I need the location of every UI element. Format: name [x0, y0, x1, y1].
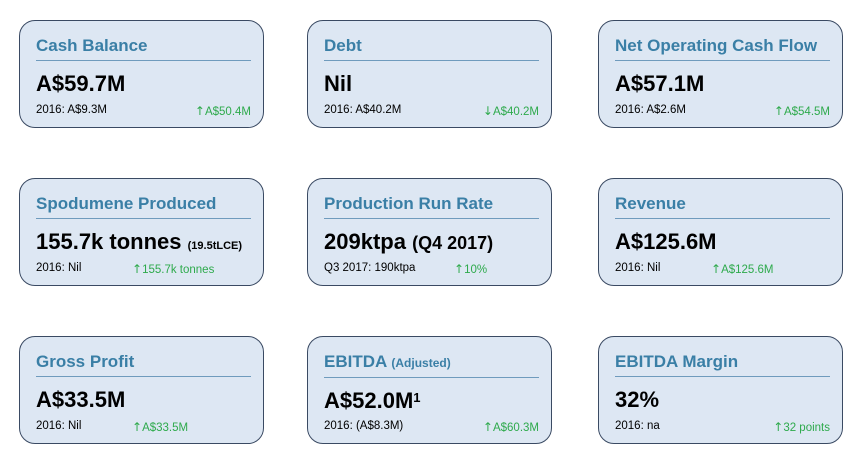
kpi-value: A$59.7M — [36, 71, 126, 96]
kpi-divider — [324, 377, 539, 378]
kpi-comparison: 2016: Nil — [36, 262, 82, 274]
arrow-up-icon: ↑ — [454, 262, 465, 276]
kpi-card-net-operating-cash-flow: Net Operating Cash Flow A$57.1M 2016: A$… — [598, 20, 843, 128]
kpi-title: EBITDA Margin — [615, 352, 739, 371]
arrow-up-icon: ↑ — [773, 104, 784, 118]
kpi-delta: ↑A$33.5M — [132, 420, 189, 434]
kpi-value: 209ktpa (Q4 2017) — [324, 229, 494, 254]
kpi-comparison: 2016: Nil — [615, 262, 661, 274]
kpi-divider — [615, 218, 830, 219]
kpi-card-cash-balance: Cash Balance A$59.7M 2016: A$9.3M ↑A$50.… — [19, 20, 264, 128]
kpi-value-note: (19.5tLCE) — [187, 240, 243, 252]
footnote-marker: 1 — [413, 390, 421, 405]
kpi-value: A$57.1M — [615, 71, 705, 96]
kpi-value-note: (Q4 2017) — [412, 233, 494, 253]
kpi-card-debt: Debt Nil 2016: A$40.2M ↓A$40.2M — [307, 20, 552, 128]
kpi-title-note: (Adjusted) — [391, 356, 451, 370]
kpi-value: A$125.6M — [615, 229, 717, 254]
kpi-title: EBITDA (Adjusted) — [324, 352, 451, 371]
kpi-card-production-run-rate: Production Run Rate 209ktpa (Q4 2017) Q3… — [307, 178, 552, 286]
arrow-up-icon: ↑ — [132, 420, 143, 434]
kpi-footer: 2016: Nil ↑155.7k tonnes — [36, 262, 251, 276]
kpi-footer: 2016: Nil ↑A$125.6M — [615, 262, 830, 276]
kpi-card-gross-profit: Gross Profit A$33.5M 2016: Nil ↑A$33.5M — [19, 336, 264, 444]
arrow-up-icon: ↑ — [482, 420, 493, 434]
kpi-footer: 2016: A$9.3M ↑A$50.4M — [36, 104, 251, 118]
kpi-value: 32% — [615, 387, 660, 412]
kpi-title: Debt — [324, 36, 362, 55]
kpi-comparison: 2016: A$40.2M — [324, 104, 402, 116]
kpi-title: Production Run Rate — [324, 194, 494, 213]
kpi-delta: ↑A$50.4M — [194, 104, 251, 118]
arrow-down-icon: ↓ — [482, 104, 493, 118]
kpi-delta: ↑155.7k tonnes — [132, 262, 215, 276]
kpi-delta: ↑A$125.6M — [711, 262, 774, 276]
kpi-footer: Q3 2017: 190ktpa ↑10% — [324, 262, 539, 276]
kpi-divider — [324, 218, 539, 219]
arrow-up-icon: ↑ — [773, 420, 784, 434]
kpi-value: A$52.0M1 — [324, 388, 421, 413]
kpi-footer: 2016: A$40.2M ↓A$40.2M — [324, 104, 539, 118]
kpi-divider — [36, 60, 251, 61]
kpi-comparison: Q3 2017: 190ktpa — [324, 262, 416, 274]
kpi-value: A$33.5M — [36, 387, 126, 412]
kpi-delta: ↑10% — [454, 262, 488, 276]
kpi-value: Nil — [324, 71, 353, 96]
kpi-divider — [36, 218, 251, 219]
arrow-up-icon: ↑ — [194, 104, 205, 118]
kpi-comparison: 2016: Nil — [36, 420, 82, 432]
kpi-delta: ↑32 points — [773, 420, 830, 434]
kpi-delta: ↓A$40.2M — [482, 104, 539, 118]
kpi-comparison: 2016: A$2.6M — [615, 104, 686, 116]
kpi-divider — [36, 376, 251, 377]
kpi-footer: 2016: na ↑32 points — [615, 420, 830, 434]
kpi-card-ebitda-margin: EBITDA Margin 32% 2016: na ↑32 points — [598, 336, 843, 444]
kpi-comparison: 2016: (A$8.3M) — [324, 420, 404, 432]
kpi-delta: ↑A$54.5M — [773, 104, 830, 118]
arrow-up-icon: ↑ — [132, 262, 143, 276]
kpi-footer: 2016: (A$8.3M) ↑A$60.3M — [324, 420, 539, 434]
kpi-card-ebitda-adjusted: EBITDA (Adjusted) A$52.0M1 2016: (A$8.3M… — [307, 336, 552, 444]
kpi-card-revenue: Revenue A$125.6M 2016: Nil ↑A$125.6M — [598, 178, 843, 286]
kpi-comparison: 2016: A$9.3M — [36, 104, 107, 116]
kpi-title: Net Operating Cash Flow — [615, 36, 818, 55]
kpi-card-spodumene-produced: Spodumene Produced 155.7k tonnes (19.5tL… — [19, 178, 264, 286]
kpi-title: Cash Balance — [36, 36, 148, 55]
kpi-divider — [324, 60, 539, 61]
kpi-footer: 2016: A$2.6M ↑A$54.5M — [615, 104, 830, 118]
kpi-title: Gross Profit — [36, 352, 135, 371]
kpi-title: Spodumene Produced — [36, 194, 217, 213]
kpi-value: 155.7k tonnes (19.5tLCE) — [36, 229, 243, 254]
kpi-divider — [615, 60, 830, 61]
kpi-divider — [615, 376, 830, 377]
kpi-title: Revenue — [615, 194, 686, 213]
kpi-delta: ↑A$60.3M — [482, 420, 539, 434]
arrow-up-icon: ↑ — [711, 262, 722, 276]
kpi-comparison: 2016: na — [615, 420, 660, 432]
kpi-footer: 2016: Nil ↑A$33.5M — [36, 420, 251, 434]
